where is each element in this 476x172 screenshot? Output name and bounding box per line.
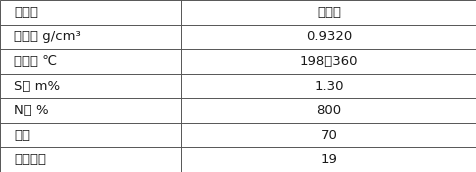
Text: 198～360: 198～360 <box>299 55 357 68</box>
Text: 0.9320: 0.9320 <box>306 30 351 43</box>
Text: N， %: N， % <box>14 104 49 117</box>
Text: 十六烷値: 十六烷値 <box>14 153 46 166</box>
Text: S， m%: S， m% <box>14 79 60 93</box>
Text: 馏程， ℃: 馏程， ℃ <box>14 55 57 68</box>
Text: 800: 800 <box>316 104 341 117</box>
Text: 19: 19 <box>320 153 337 166</box>
Text: 密度， g/cm³: 密度， g/cm³ <box>14 30 81 43</box>
Text: 原料油: 原料油 <box>14 6 38 19</box>
Text: 1.30: 1.30 <box>314 79 343 93</box>
Text: 原料油: 原料油 <box>317 6 340 19</box>
Text: 70: 70 <box>320 129 337 142</box>
Text: 芳烃: 芳烃 <box>14 129 30 142</box>
